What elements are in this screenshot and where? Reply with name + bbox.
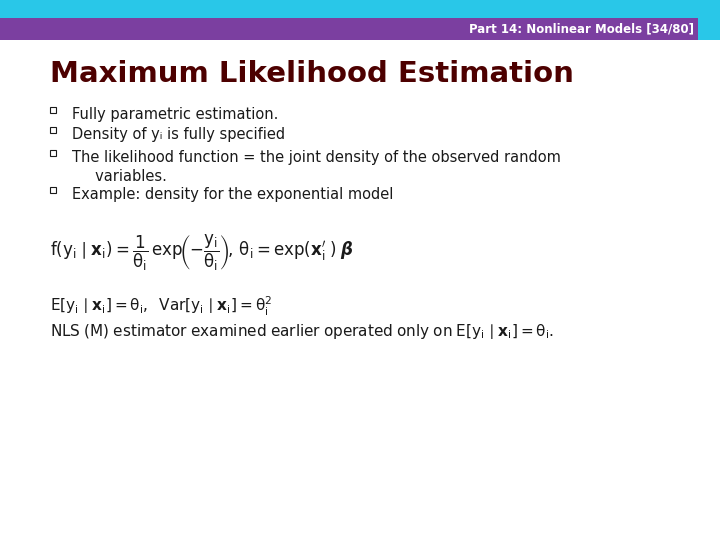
Text: $\mathsf{f(y_i \mid \mathbf{x}_i) = \dfrac{1}{\theta_i}\,exp\!\left(-\dfrac{y_i}: $\mathsf{f(y_i \mid \mathbf{x}_i) = \dfr… bbox=[50, 233, 354, 273]
Bar bbox=[698, 18, 720, 40]
Text: $\mathsf{E[y_i \mid \mathbf{x}_i]=\theta_i,\;\;Var[y_i \mid \mathbf{x}_i]=\theta: $\mathsf{E[y_i \mid \mathbf{x}_i]=\theta… bbox=[50, 295, 272, 318]
Text: Example: density for the exponential model: Example: density for the exponential mod… bbox=[72, 187, 393, 202]
Bar bbox=[0, 18, 720, 40]
Bar bbox=[0, 0, 720, 18]
Text: $\mathsf{NLS\;(M)\;estimator\;examined\;earlier\;operated\;only\;on\;E[y_i \mid : $\mathsf{NLS\;(M)\;estimator\;examined\;… bbox=[50, 322, 554, 341]
Bar bbox=[50, 107, 56, 113]
Text: Part 14: Nonlinear Models [34/80]: Part 14: Nonlinear Models [34/80] bbox=[469, 23, 694, 36]
Text: Density of yᵢ is fully specified: Density of yᵢ is fully specified bbox=[72, 127, 285, 142]
Bar bbox=[50, 150, 56, 156]
Bar bbox=[50, 127, 56, 133]
Text: The likelihood function = the joint density of the observed random
     variable: The likelihood function = the joint dens… bbox=[72, 150, 561, 184]
Text: Fully parametric estimation.: Fully parametric estimation. bbox=[72, 107, 279, 122]
Bar bbox=[50, 187, 56, 193]
Text: Maximum Likelihood Estimation: Maximum Likelihood Estimation bbox=[50, 60, 574, 88]
